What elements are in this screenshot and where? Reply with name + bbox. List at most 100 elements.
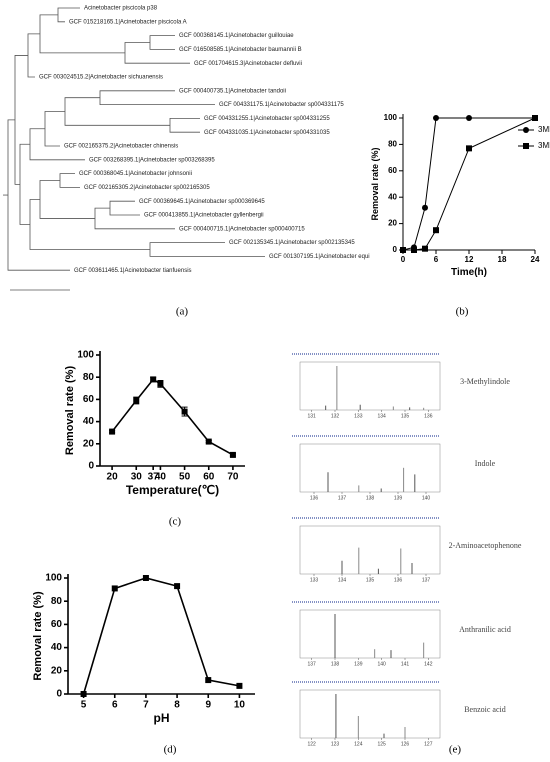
x-tick-label: 132 <box>331 413 340 419</box>
branch <box>14 55 28 185</box>
leaf-label: GCF 015218165.1|Acinetobacter piscicola … <box>69 19 187 25</box>
y-tick-label: 60 <box>83 394 95 405</box>
x-tick-label: 142 <box>424 661 433 667</box>
leaf-label: GCF 000369645.1|Acinetobacter sp00036964… <box>139 199 265 205</box>
leaf-label: GCF 002135345.1|Acinetobacter sp00213534… <box>229 240 355 246</box>
marker <box>433 115 439 121</box>
y-tick-label: 80 <box>51 596 63 607</box>
x-tick-label: 70 <box>227 472 239 483</box>
x-tick-label: 12 <box>465 255 474 264</box>
y-tick-label: 100 <box>77 350 94 361</box>
x-tick-label: 134 <box>377 413 386 419</box>
x-tick-label: 123 <box>331 741 340 747</box>
y-tick-label: 60 <box>51 619 63 630</box>
marker <box>205 438 212 445</box>
spectrum-frame <box>299 443 441 493</box>
y-tick-label: 100 <box>45 573 62 584</box>
leaf-label: GCF 000368145.1|Acinetobacter guillouiae <box>179 33 294 39</box>
compound-name: Anthranilic acid <box>459 625 511 634</box>
leaf-label: GCF 000368045.1|Acinetobacter johnsonii <box>79 171 192 177</box>
leaf-label: GCF 002165305.2|Acinetobacter sp00216530… <box>84 185 210 191</box>
x-tick-label: 131 <box>307 413 316 419</box>
line <box>82 577 240 695</box>
spectrum-frame <box>299 525 441 575</box>
x-tick-label: 127 <box>424 741 433 747</box>
marker <box>236 682 243 689</box>
y-axis-label: Removal rate (%) <box>370 147 380 220</box>
spectrum-frame <box>299 361 441 411</box>
y-tick-label: 0 <box>56 689 62 700</box>
marker <box>466 115 472 121</box>
y-tick-label: 20 <box>388 219 397 228</box>
panel-label: (e) <box>449 744 462 756</box>
x-tick-label: 136 <box>310 495 319 501</box>
x-tick-label: 139 <box>394 495 403 501</box>
x-tick-label: 7 <box>143 700 149 711</box>
x-tick-label: 6 <box>434 255 439 264</box>
y-tick-label: 60 <box>388 166 397 175</box>
x-tick-label: 24 <box>531 255 540 264</box>
branch <box>149 35 175 50</box>
x-axis-label: Temperature(℃) <box>126 483 219 497</box>
marker <box>109 428 116 435</box>
x-tick-label: 37 <box>148 472 160 483</box>
marker <box>229 451 236 458</box>
panel-label: (b) <box>456 306 469 318</box>
compound-name: 3-Methylindole <box>460 377 510 386</box>
leaf-label: GCF 003268395.1|Acinetobacter sp00326839… <box>89 157 215 163</box>
marker <box>411 247 417 253</box>
marker <box>181 408 188 415</box>
y-tick-label: 40 <box>51 642 63 653</box>
marker <box>532 115 538 121</box>
legend-marker <box>523 143 529 149</box>
y-tick-label: 0 <box>88 461 94 472</box>
x-tick-label: 140 <box>422 495 431 501</box>
x-tick-label: 124 <box>354 741 363 747</box>
marker <box>433 227 439 234</box>
marker <box>422 245 428 252</box>
line <box>111 378 234 456</box>
marker <box>80 691 87 697</box>
spectrum-frame <box>299 689 441 739</box>
panel-label: (a) <box>176 306 189 318</box>
branch <box>169 118 200 133</box>
y-tick-label: 80 <box>388 140 397 149</box>
leaf-label: GCF 003024515.2|Acinetobacter sichuanens… <box>39 75 163 81</box>
x-tick-label: 60 <box>203 472 215 483</box>
x-tick-label: 135 <box>401 413 410 419</box>
marker <box>150 376 157 383</box>
leaf-label: GCF 000400735.1|Acinetobacter tandoii <box>179 88 286 94</box>
legend-marker <box>523 127 529 133</box>
y-tick-label: 40 <box>83 416 95 427</box>
x-tick-label: 140 <box>377 661 386 667</box>
branch <box>29 199 150 250</box>
leaf-label: GCF 003611465.1|Acinetobacter tianfuensi… <box>74 268 192 274</box>
line <box>403 117 536 251</box>
line <box>402 117 535 251</box>
leaf-label: GCF 001704615.3|Acinetobacter defluvii <box>194 61 302 67</box>
compound-name: Benzoic acid <box>464 705 506 714</box>
y-tick-label: 20 <box>51 665 63 676</box>
marker <box>142 575 149 581</box>
x-tick-label: 6 <box>112 700 118 711</box>
marker <box>174 583 181 590</box>
branch <box>7 119 70 271</box>
x-tick-label: 125 <box>377 741 386 747</box>
x-tick-label: 133 <box>310 577 319 583</box>
leaf-label: GCF 002165375.2|Acinetobacter chinensis <box>64 144 178 150</box>
x-tick-label: 20 <box>107 472 119 483</box>
y-tick-label: 40 <box>388 192 397 201</box>
marker <box>400 247 406 253</box>
legend-label: 3MI+EM <box>538 125 550 134</box>
legend-label: 3MI+LB <box>538 141 550 150</box>
x-tick-label: 135 <box>366 577 375 583</box>
compound-name: Indole <box>475 459 496 468</box>
leaf-label: GCF 016508585.1|Acinetobacter baumannii … <box>179 47 302 53</box>
x-tick-label: 133 <box>354 413 363 419</box>
branch <box>109 200 140 216</box>
x-axis-label: Time(h) <box>451 267 487 278</box>
y-axis-label: Removal rate (%) <box>64 366 76 456</box>
leaf-label: GCF 004331035.1|Acinetobacter sp00433103… <box>204 130 330 136</box>
x-tick-label: 8 <box>174 700 180 711</box>
x-tick-label: 136 <box>394 577 403 583</box>
